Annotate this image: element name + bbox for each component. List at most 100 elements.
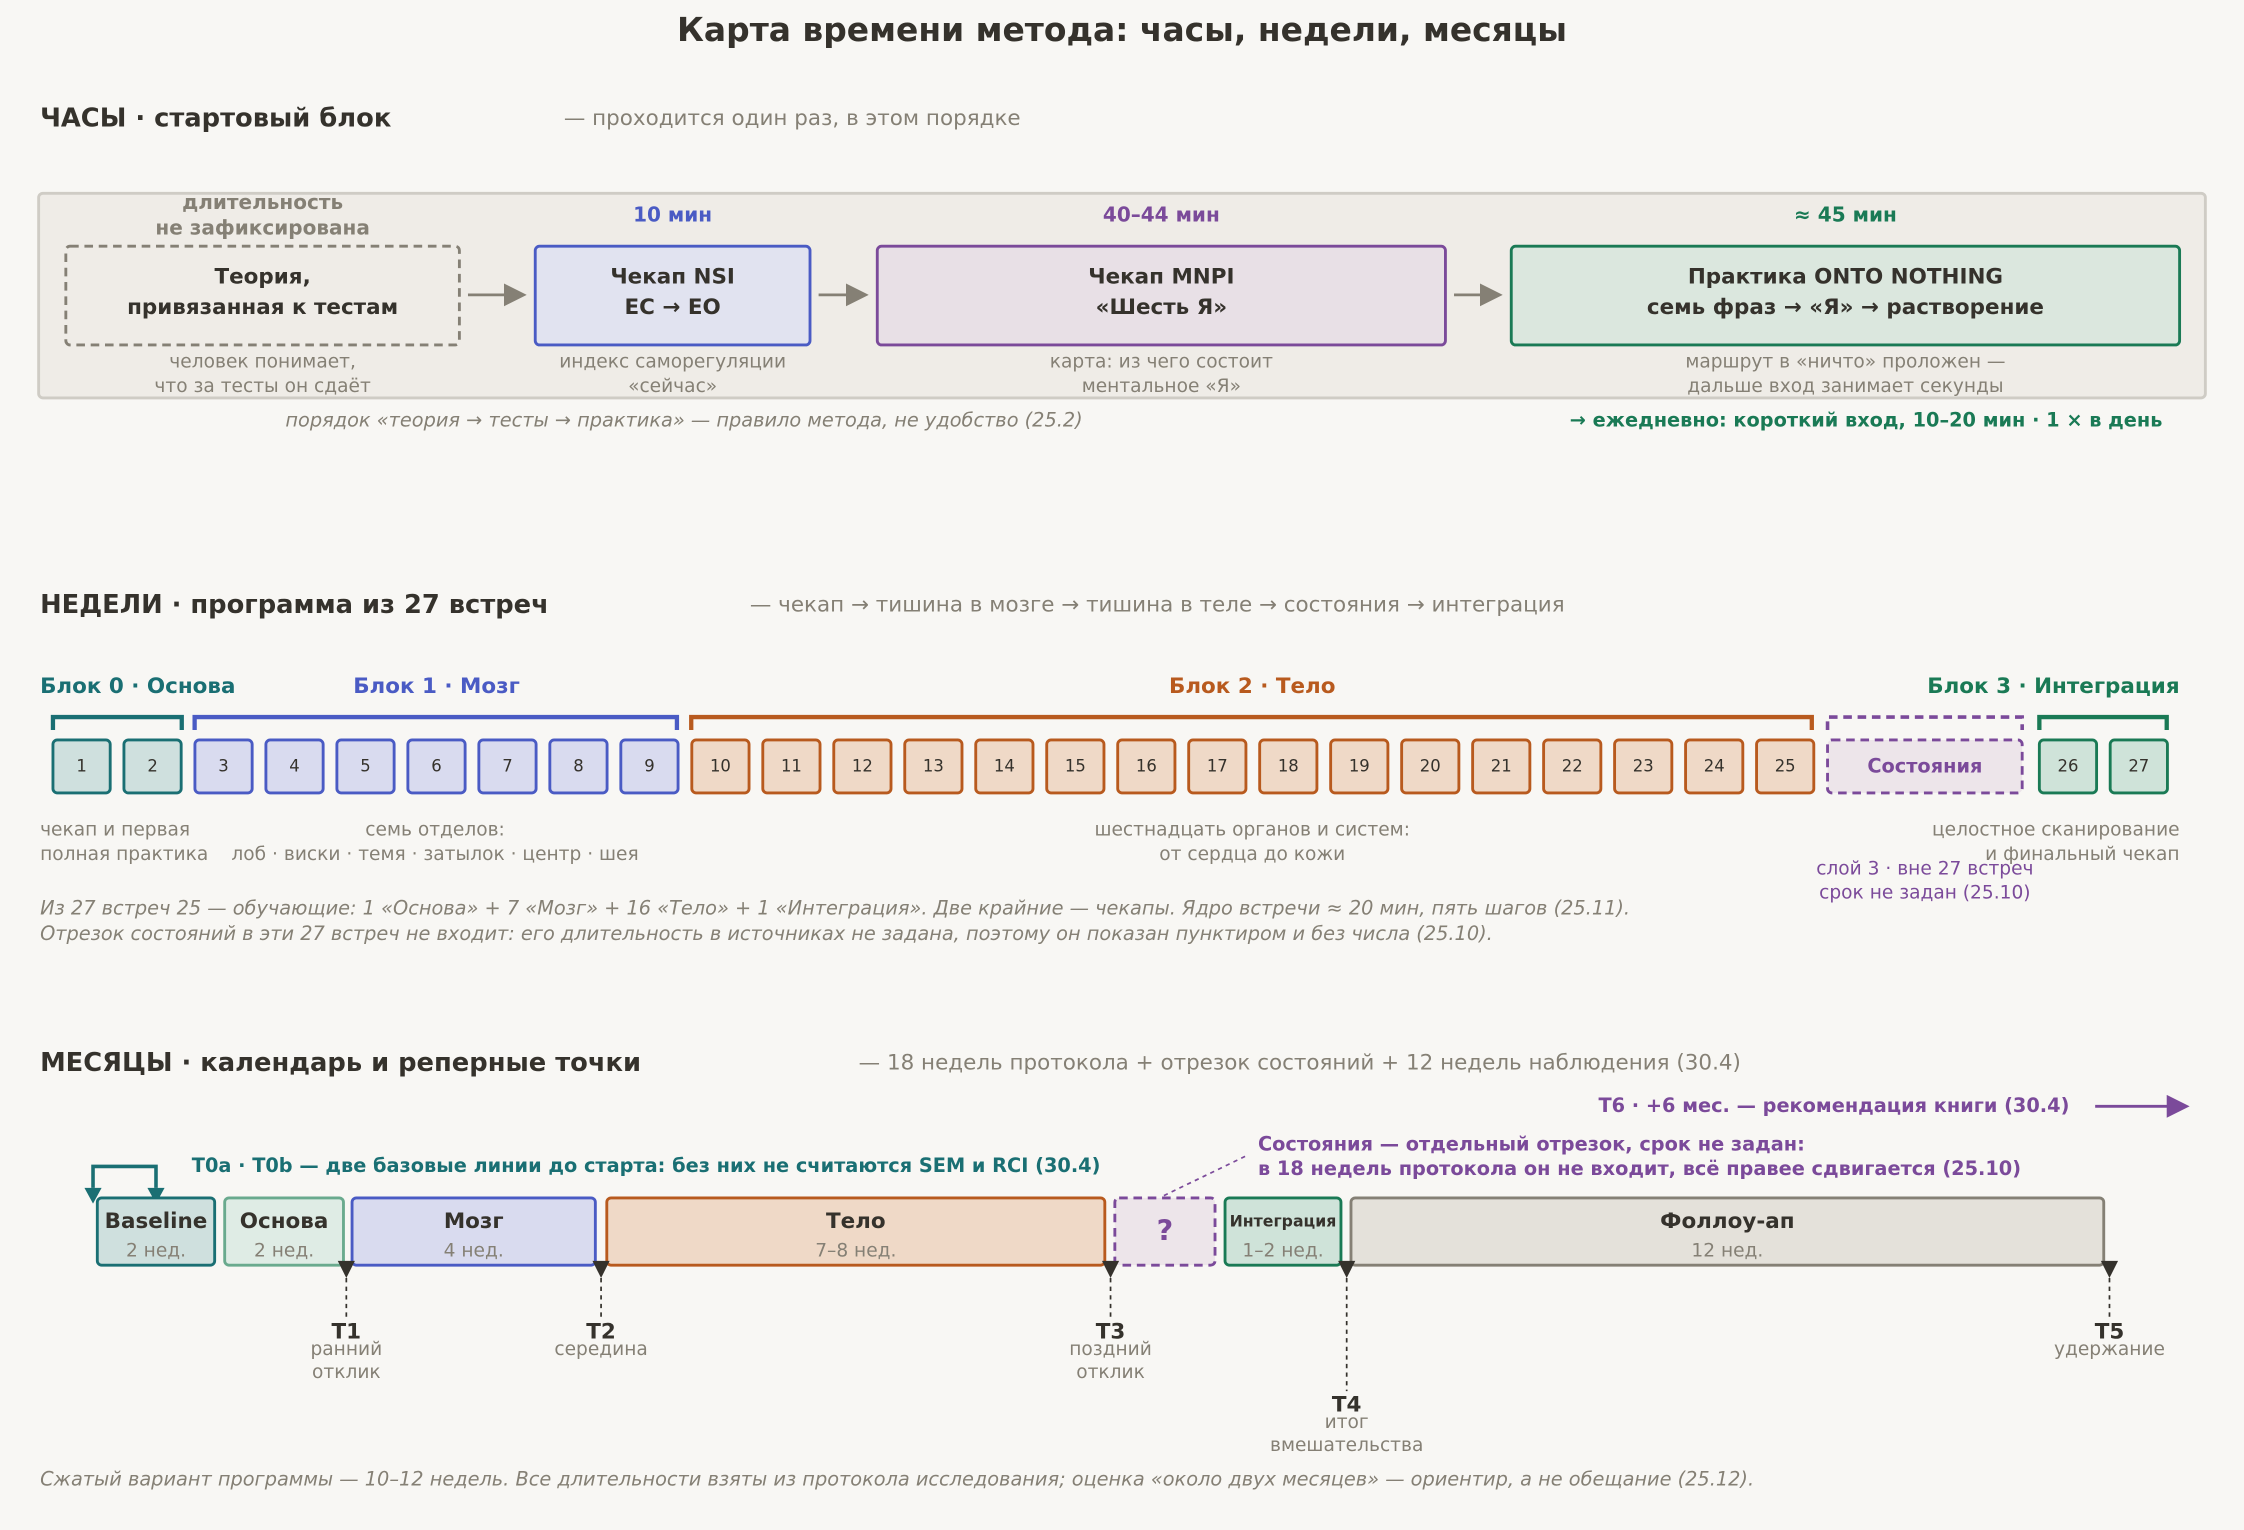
step-duration: 40–44 мин — [1103, 203, 1220, 227]
footnote: Отрезок состояний в эти 27 встреч не вхо… — [40, 922, 1493, 945]
phase-duration: 7–8 нед. — [815, 1240, 896, 1261]
step-label: EC → EO — [625, 295, 721, 320]
states-note: Состояния — отдельный отрезок, срок не з… — [1258, 1132, 1805, 1155]
meeting-box — [1755, 738, 1816, 795]
states-note: в 18 недель протокола он не входит, всё … — [1258, 1157, 2021, 1180]
phase-name: Мозг — [444, 1209, 504, 1234]
step-duration: 10 мин — [633, 203, 712, 227]
states-box — [1826, 738, 2024, 795]
section-heading: НЕДЕЛИ · программа из 27 встреч — [40, 590, 549, 620]
phase-box — [605, 1196, 1107, 1267]
marker-note: середина — [554, 1339, 647, 1360]
meeting-number: 7 — [502, 757, 512, 776]
block-name: Блок 0 · Основа — [40, 674, 235, 699]
block-note: семь отделов: — [365, 820, 505, 841]
step-label: Чекап NSI — [610, 265, 735, 290]
baseline-note: T0a · T0b — две базовые линии до старта:… — [192, 1154, 1101, 1177]
block-note: полная практика — [40, 844, 208, 865]
daily-note: → ежедневно: короткий вход, 10–20 мин · … — [1570, 408, 2163, 431]
meeting-number: 21 — [1491, 757, 1512, 776]
phase-name: Основа — [240, 1209, 329, 1234]
meeting-number: 22 — [1562, 757, 1583, 776]
section-heading: ЧАСЫ · стартовый блок — [40, 103, 392, 133]
step-note: что за тесты он сдаёт — [154, 376, 371, 397]
meeting-box — [1471, 738, 1532, 795]
step-note: карта: из чего состоит — [1050, 352, 1273, 373]
meeting-number: 1 — [76, 757, 86, 776]
meeting-number: 27 — [2128, 757, 2149, 776]
phase-duration: 1–2 нед. — [1242, 1240, 1323, 1261]
meeting-box — [1045, 738, 1106, 795]
marker-note: поздний — [1069, 1339, 1152, 1360]
phase-duration: 2 нед. — [254, 1240, 314, 1261]
meeting-number: 14 — [994, 757, 1015, 776]
meeting-box — [761, 738, 822, 795]
meeting-box — [406, 738, 467, 795]
meeting-number: 4 — [289, 757, 299, 776]
phase-box — [223, 1196, 345, 1267]
step-duration: длительность — [182, 190, 343, 214]
phase-box — [95, 1196, 217, 1267]
section-subheading: — чекап → тишина в мозге → тишина в теле… — [750, 592, 1565, 617]
marker-triangle — [337, 1260, 355, 1279]
block-bracket — [2037, 714, 2169, 730]
marker-note: вмешательства — [1270, 1435, 1423, 1456]
meeting-number: 2 — [147, 757, 157, 776]
meeting-number: 8 — [573, 757, 583, 776]
section-subheading: — 18 недель протокола + отрезок состояни… — [859, 1050, 1741, 1075]
step-label: привязанная к тестам — [127, 295, 398, 320]
meeting-number: 10 — [710, 757, 731, 776]
step-duration: не зафиксирована — [155, 216, 369, 240]
meeting-box — [2037, 738, 2099, 795]
block-note: лоб · виски · темя · затылок · центр · ш… — [231, 844, 638, 865]
block-note: целостное сканирование — [1932, 820, 2180, 841]
step-box — [875, 244, 1447, 347]
meeting-box — [122, 738, 183, 795]
meeting-box — [335, 738, 396, 795]
meeting-box — [1684, 738, 1745, 795]
baseline-bracket — [91, 1164, 158, 1188]
meeting-box — [264, 738, 325, 795]
meeting-number: 24 — [1704, 757, 1725, 776]
states-note: срок не задан (25.10) — [1819, 883, 2030, 904]
phase-name: Интеграция — [1230, 1212, 1337, 1231]
block-bracket — [192, 714, 680, 730]
step-box — [533, 244, 812, 347]
block-note: от сердца до кожи — [1159, 844, 1345, 865]
meeting-box — [1187, 738, 1248, 795]
step-note: человек понимает, — [169, 352, 356, 373]
marker-label: T4 — [1332, 1392, 1362, 1417]
step-label: Практика ONTO NOTHING — [1688, 265, 2003, 290]
phase-duration: 12 нед. — [1691, 1240, 1763, 1261]
step-label: Теория, — [214, 265, 310, 290]
meeting-box — [832, 738, 893, 795]
meeting-number: 19 — [1349, 757, 1370, 776]
meeting-number: 6 — [431, 757, 441, 776]
marker-label: T5 — [2095, 1319, 2125, 1344]
meeting-number: 3 — [218, 757, 228, 776]
meeting-number: 17 — [1207, 757, 1228, 776]
footnote: Сжатый вариант программы — 10–12 недель.… — [40, 1467, 1754, 1490]
meeting-number: 16 — [1136, 757, 1157, 776]
meeting-number: 20 — [1420, 757, 1441, 776]
step-label: «Шесть Я» — [1096, 295, 1227, 320]
states-note: слой 3 · вне 27 встреч — [1816, 858, 2033, 879]
block-name: Блок 1 · Мозг — [353, 674, 520, 699]
phase-name: ? — [1157, 1213, 1174, 1247]
step-box — [64, 244, 461, 347]
meeting-box — [477, 738, 538, 795]
meeting-number: 11 — [781, 757, 802, 776]
meeting-number: 12 — [852, 757, 873, 776]
meeting-box — [974, 738, 1035, 795]
meeting-box — [193, 738, 254, 795]
marker-label: T3 — [1096, 1319, 1126, 1344]
phase-name: Фоллоу-ап — [1660, 1209, 1794, 1234]
block-note: чекап и первая — [40, 820, 190, 841]
section-heading: МЕСЯЦЫ · календарь и реперные точки — [40, 1048, 641, 1078]
step-note: маршрут в «ничто» проложен — — [1685, 352, 2005, 373]
meeting-box — [51, 738, 112, 795]
section-subheading: — проходится один раз, в этом порядке — [564, 106, 1021, 131]
meeting-number: 9 — [644, 757, 654, 776]
states-label: Состояния — [1867, 755, 1982, 778]
block-note: и финальный чекап — [1985, 844, 2179, 865]
